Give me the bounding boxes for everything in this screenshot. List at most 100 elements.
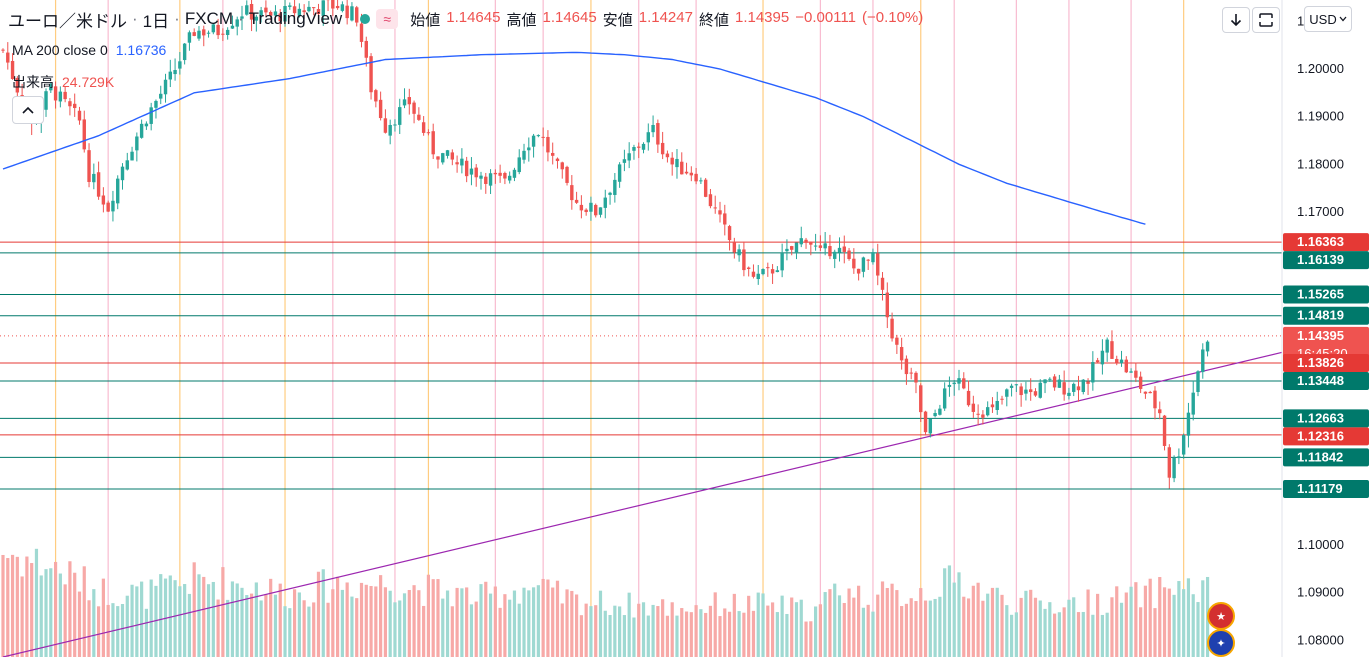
volume-bar (321, 569, 325, 657)
candle-body (1072, 383, 1076, 392)
collapse-legend-button[interactable] (12, 96, 44, 124)
candle-body (426, 132, 431, 134)
candle-body (1153, 390, 1157, 409)
level-price-text: 1.14819 (1297, 308, 1344, 323)
candle-body (369, 56, 373, 93)
candle-body (675, 158, 679, 168)
level-price-text: 1.11179 (1297, 481, 1343, 496)
candle-body (135, 136, 139, 151)
candle-body (92, 173, 96, 183)
candle-body (746, 267, 751, 269)
candle-body (761, 269, 765, 275)
high-label: 高値 (506, 11, 537, 29)
candle-body (498, 172, 502, 176)
volume-bar (15, 556, 19, 657)
volume-bar (751, 610, 756, 657)
volume-bar (995, 587, 999, 657)
level-price-tag (1283, 251, 1369, 270)
candle-body (1081, 379, 1085, 392)
volume-bar (809, 621, 813, 657)
candle-body (268, 12, 273, 16)
wave-icon[interactable]: ≈ (376, 9, 399, 29)
candle-body (154, 100, 158, 108)
volume-bar (484, 581, 488, 657)
candle-body (178, 61, 182, 69)
level-price-tag (1283, 479, 1369, 498)
candle-body (488, 173, 493, 186)
volume-bar (374, 586, 378, 657)
candle-body (617, 164, 622, 182)
volume-bar (249, 593, 254, 657)
candle-body (546, 136, 550, 153)
volume-bar (97, 606, 101, 657)
candle-body (1052, 376, 1057, 388)
volume-bar (565, 589, 569, 657)
separator-dot: · (132, 9, 138, 28)
candle-body (727, 226, 732, 241)
candle-body (632, 147, 636, 151)
price-axis[interactable]: 1.210001.200001.190001.180001.170001.100… (1281, 0, 1372, 657)
candle-body (570, 185, 574, 201)
volume-bar (708, 605, 713, 657)
volume-bar (1119, 602, 1124, 657)
volume-bar (814, 606, 818, 657)
candle-body (1019, 386, 1023, 396)
volume-bar (651, 604, 655, 657)
candle-body (966, 390, 971, 406)
vertical-marker-lines (54, 0, 1185, 657)
candle-body (130, 151, 134, 161)
volume-bar (431, 579, 435, 657)
volume-bar (336, 576, 340, 657)
volume-bar (938, 596, 942, 657)
chart-title-row[interactable]: ユーロ／米ドル · 1日 · FXCM · TradingView ≈ 始値 1.… (8, 6, 923, 32)
candle-body (1162, 415, 1167, 446)
volume-bar (144, 608, 148, 657)
candle-body (689, 172, 694, 176)
candle-body (450, 152, 455, 160)
candle-body (393, 124, 397, 126)
candle-body (350, 6, 354, 21)
candle-body (828, 246, 832, 257)
us-flag-icon[interactable]: ★ (1207, 602, 1235, 630)
interval-label[interactable]: 1日 (142, 11, 170, 31)
chevron-down-icon (1339, 16, 1347, 22)
candle-body (469, 168, 474, 175)
trend-line[interactable] (2, 348, 1297, 657)
volume-bar (1019, 597, 1023, 657)
volume-bar (398, 600, 402, 657)
candle-body (785, 248, 789, 252)
volume-bar (197, 574, 201, 657)
candle-body (484, 176, 488, 184)
volume-bar (790, 597, 794, 657)
volume-bar (302, 600, 306, 657)
candle-body (139, 123, 144, 138)
candle-body (412, 102, 416, 114)
volume-legend[interactable]: 出来高 24.729K (12, 72, 114, 92)
candle-body (1005, 389, 1009, 397)
volume-bar (254, 582, 258, 657)
volume-bar (326, 602, 330, 657)
currency-select[interactable]: USD (1304, 6, 1352, 32)
level-price-text: 1.16363 (1297, 234, 1344, 249)
candle-body (464, 160, 469, 177)
ma-legend[interactable]: MA 200 close 0 1.16736 (12, 42, 166, 58)
level-price-text: 1.13448 (1297, 373, 1344, 388)
candle-body (77, 110, 82, 121)
candle-body (594, 204, 598, 216)
symbol-name[interactable]: ユーロ／米ドル (8, 11, 127, 31)
volume-bar (837, 595, 842, 657)
volume-bar (297, 592, 301, 657)
volume-bar (694, 605, 698, 657)
eu-flag-icon[interactable]: ✦ (1207, 629, 1235, 657)
volume-bar (943, 568, 947, 657)
volume-bar (202, 576, 206, 657)
candle-body (976, 413, 980, 415)
fullscreen-button[interactable] (1252, 7, 1280, 33)
volume-bar (493, 586, 497, 657)
download-button[interactable] (1222, 7, 1250, 33)
level-price-text: 1.12663 (1297, 410, 1344, 425)
candle-body (809, 241, 813, 245)
candle-body (981, 414, 985, 418)
volume-bar (355, 598, 359, 657)
